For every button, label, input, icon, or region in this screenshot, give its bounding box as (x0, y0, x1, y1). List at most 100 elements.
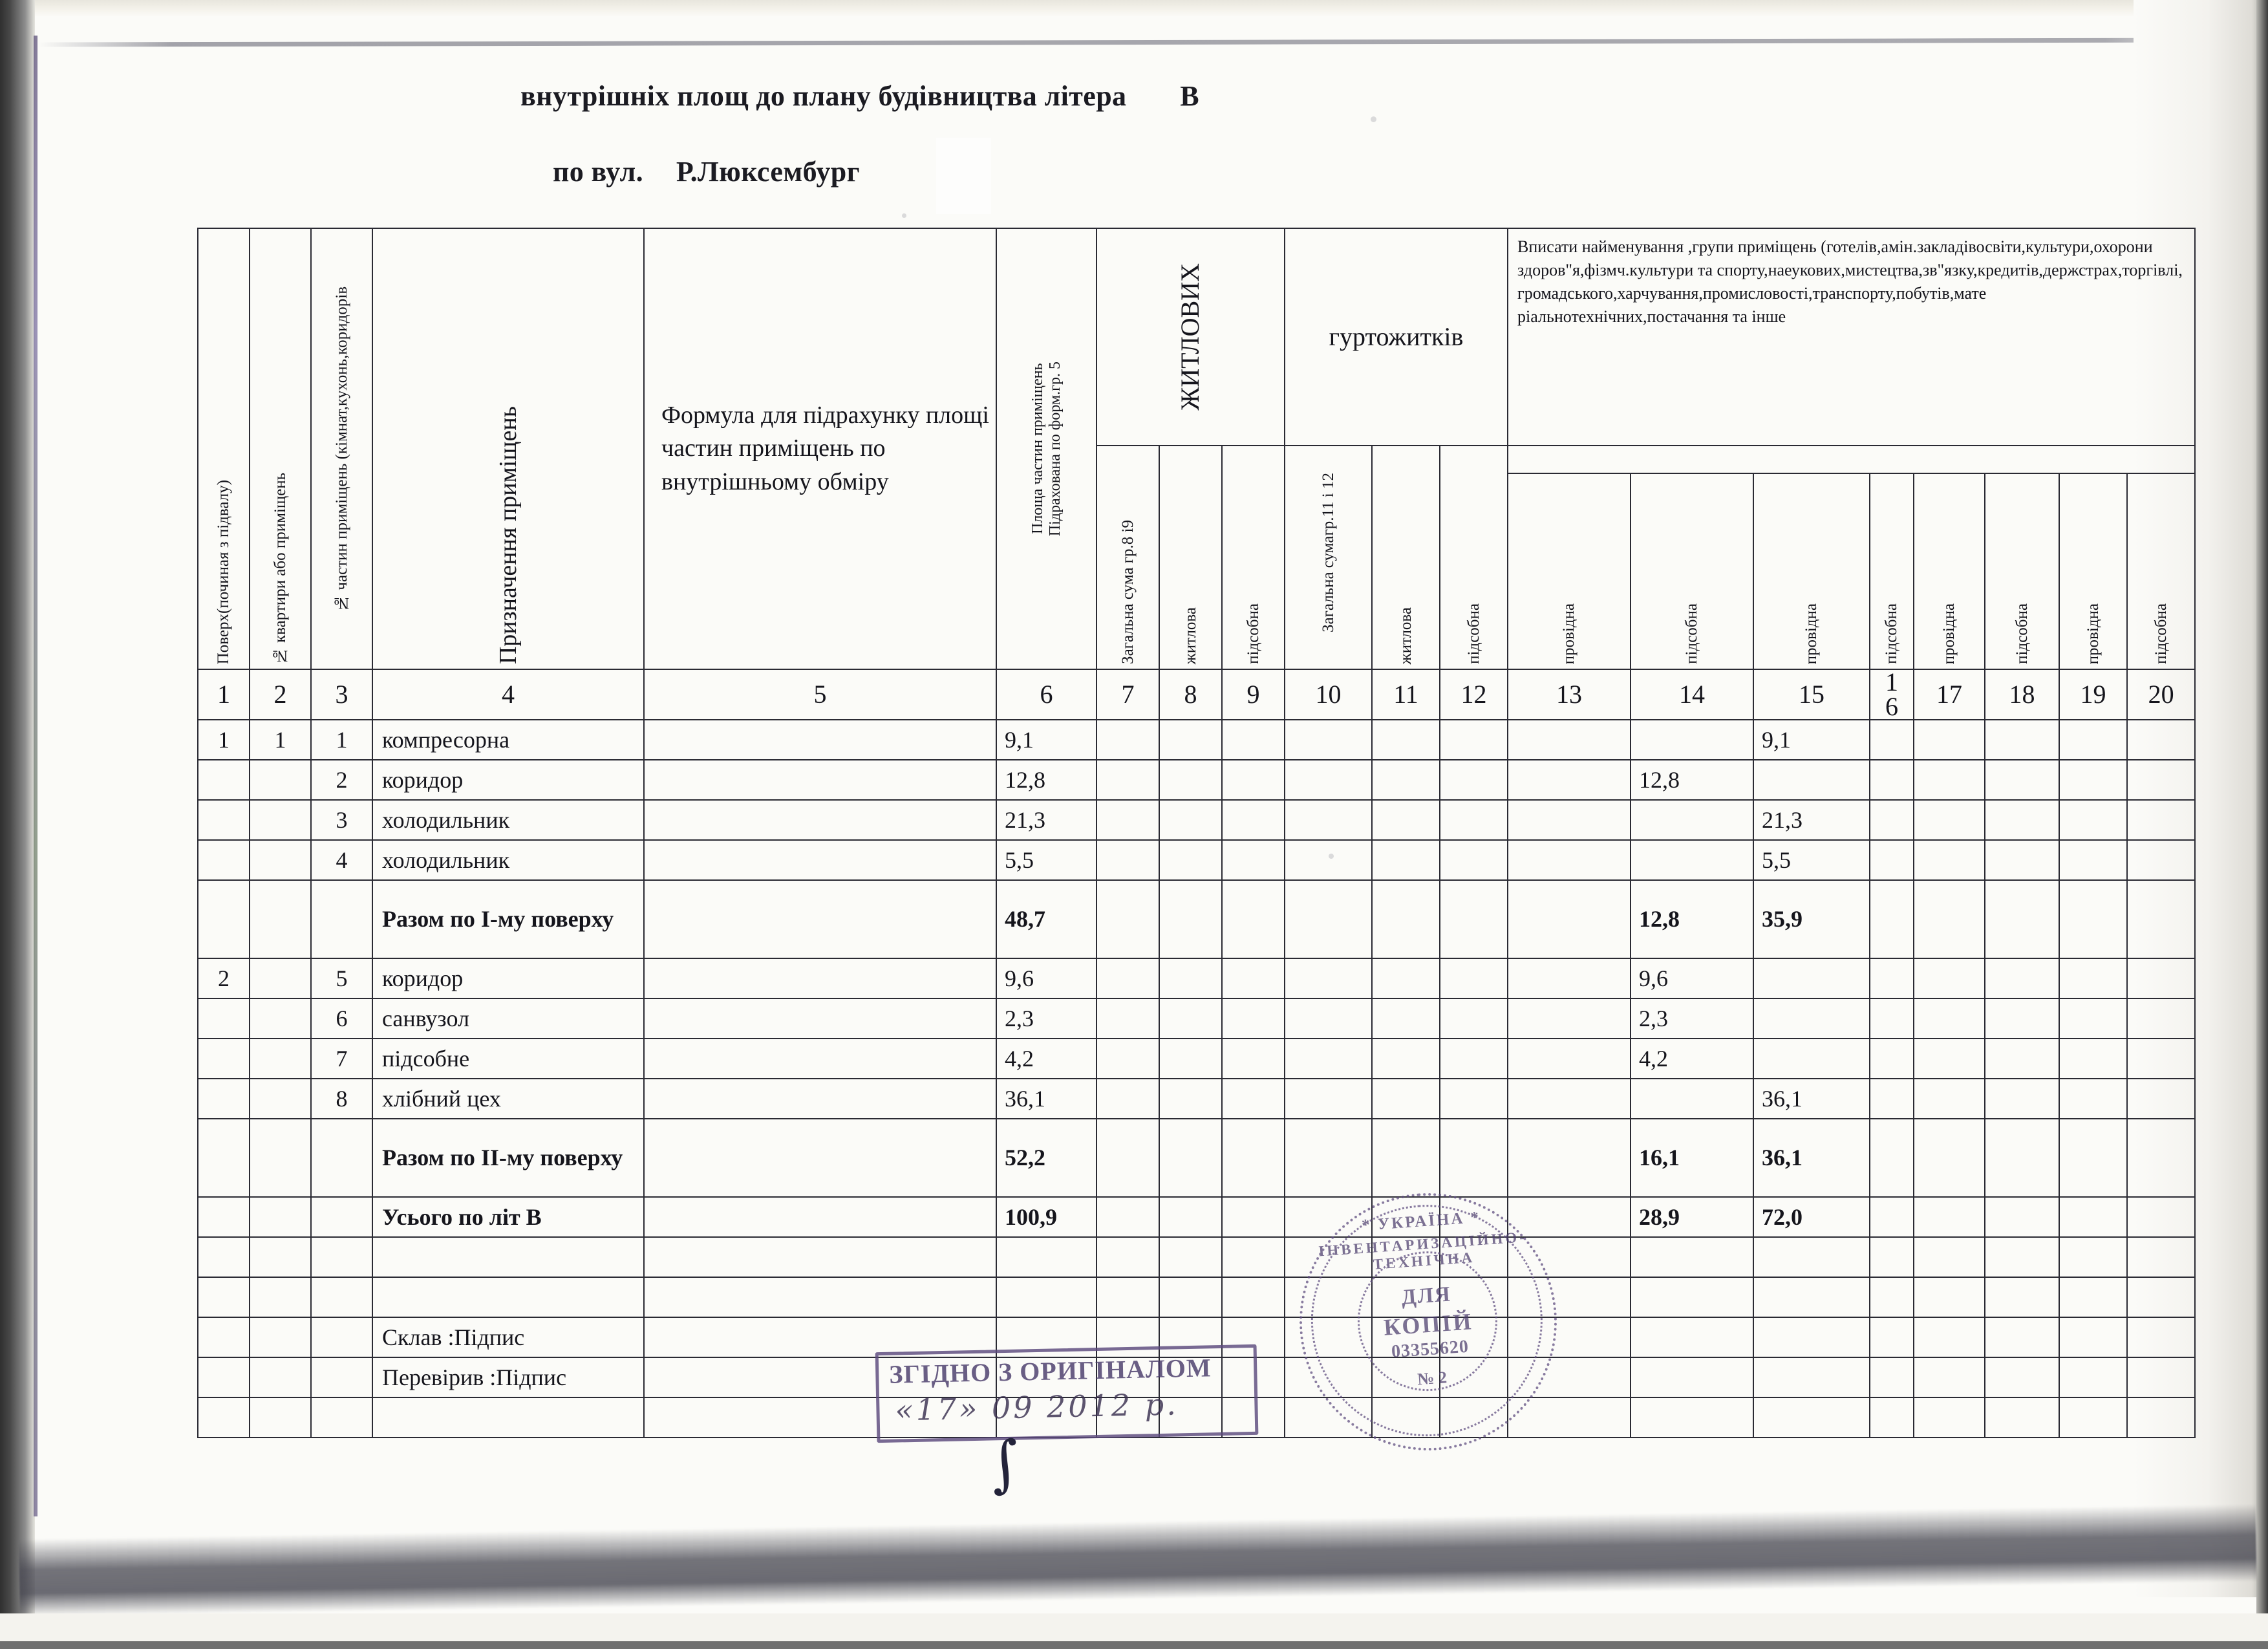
cell-c8 (1159, 1196, 1223, 1238)
cell-area: 48,7 (996, 879, 1097, 959)
cell-c8 (1159, 1077, 1223, 1120)
cell-floor (197, 879, 250, 959)
colnum-10: 10 (1284, 669, 1373, 721)
cell-c7 (1096, 1356, 1160, 1398)
cell-apartment (249, 997, 312, 1039)
scan-speck (1371, 116, 1376, 122)
cell-area: 100,9 (996, 1196, 1097, 1238)
cell-c15 (1753, 1276, 1871, 1318)
cell-formula (643, 1196, 997, 1238)
cell-c12 (1439, 1396, 1509, 1439)
th-col11: житлова (1371, 445, 1441, 671)
cell-c13 (1507, 879, 1632, 959)
cell-apartment (249, 1077, 312, 1120)
cell-c7 (1096, 1118, 1160, 1198)
cell-name: Усього по літ В (372, 1196, 645, 1238)
cell-name: підсобне (372, 1037, 645, 1080)
cell-c12 (1439, 839, 1509, 881)
th-col14: підсобна (1630, 472, 1755, 671)
cell-c18 (1984, 1196, 2060, 1238)
cell-formula (643, 1356, 997, 1398)
cell-c17 (1913, 1077, 1986, 1120)
cell-floor: 1 (197, 719, 250, 761)
cell-c7 (1096, 879, 1160, 959)
cell-c9 (1221, 1396, 1286, 1439)
th-col18: підсобна (1984, 472, 2060, 671)
cell-c14 (1630, 719, 1755, 761)
cell-formula (643, 1037, 997, 1080)
cell-c9 (1221, 1196, 1286, 1238)
cell-apartment (249, 759, 312, 801)
colnum-19: 19 (2059, 669, 2128, 721)
cell-c18 (1984, 957, 2060, 999)
cell-c16 (1869, 1236, 1915, 1278)
cell-c15 (1753, 1396, 1871, 1439)
cell-floor (197, 1236, 250, 1278)
cell-part: 6 (310, 997, 373, 1039)
cell-c20 (2126, 1276, 2196, 1318)
cell-c15 (1753, 1316, 1871, 1358)
cell-c14: 28,9 (1630, 1196, 1755, 1238)
cell-formula (643, 957, 997, 999)
cell-floor (197, 1316, 250, 1358)
cell-c16 (1869, 957, 1915, 999)
cell-c14: 9,6 (1630, 957, 1755, 999)
cell-c13 (1507, 759, 1632, 801)
th-col8: житлова (1159, 445, 1223, 671)
th-col6: Площа частин приміщень Підрахована по фор… (996, 227, 1097, 671)
cell-name: коридор (372, 957, 645, 999)
cell-formula (643, 1396, 997, 1439)
table-row (197, 1236, 2196, 1278)
cell-area: 2,3 (996, 997, 1097, 1039)
th-description: Вписати найменування ,групи приміщень (г… (1507, 227, 2196, 447)
cell-c13 (1507, 1396, 1632, 1439)
cell-c15: 36,1 (1753, 1077, 1871, 1120)
cell-area: 4,2 (996, 1037, 1097, 1080)
cell-c7 (1096, 1077, 1160, 1120)
cell-c10 (1284, 839, 1373, 881)
cell-c14: 2,3 (1630, 997, 1755, 1039)
header-row-groups: Поверх(починая з підвалу) № квартири або… (197, 227, 2196, 671)
cell-c19 (2059, 1196, 2128, 1238)
street-label: по вул. (553, 156, 643, 188)
table-row: 2 5 коридор 9,6 9,6 (197, 957, 2196, 999)
cell-c7 (1096, 1276, 1160, 1318)
cell-part: 7 (310, 1037, 373, 1080)
cell-c13 (1507, 1118, 1632, 1198)
cell-c9 (1221, 997, 1286, 1039)
cell-apartment (249, 957, 312, 999)
cell-area: 9,6 (996, 957, 1097, 999)
table-row (197, 1276, 2196, 1318)
cell-apartment (249, 879, 312, 959)
table-row: 1 1 1 компресорна 9,1 9,1 (197, 719, 2196, 761)
cell-apartment (249, 1316, 312, 1358)
cell-apartment (249, 1276, 312, 1318)
cell-c20 (2126, 879, 2196, 959)
cell-c15 (1753, 997, 1871, 1039)
cell-c17 (1913, 719, 1986, 761)
cell-c11 (1371, 839, 1441, 881)
cell-c14 (1630, 1356, 1755, 1398)
cell-c12 (1439, 1316, 1509, 1358)
cell-c13 (1507, 719, 1632, 761)
cell-c10 (1284, 1356, 1373, 1398)
cell-formula (643, 879, 997, 959)
cell-c14 (1630, 1396, 1755, 1439)
colnum-17: 17 (1913, 669, 1986, 721)
cell-c10 (1284, 1316, 1373, 1358)
cell-c10 (1284, 1396, 1373, 1439)
scan-bottom-edge (0, 1641, 2268, 1649)
cell-c8 (1159, 1037, 1223, 1080)
th-col1: Поверх(починая з підвалу) (197, 227, 250, 671)
cell-c7 (1096, 997, 1160, 1039)
cell-c9 (1221, 1316, 1286, 1358)
cell-c12 (1439, 957, 1509, 999)
cell-c16 (1869, 1037, 1915, 1080)
cell-c8 (1159, 1316, 1223, 1358)
cell-c15 (1753, 1356, 1871, 1398)
cell-name: холодильник (372, 799, 645, 841)
cell-c20 (2126, 1077, 2196, 1120)
building-letter: В (1180, 80, 1200, 112)
cell-c14 (1630, 1316, 1755, 1358)
cell-floor: 2 (197, 957, 250, 999)
